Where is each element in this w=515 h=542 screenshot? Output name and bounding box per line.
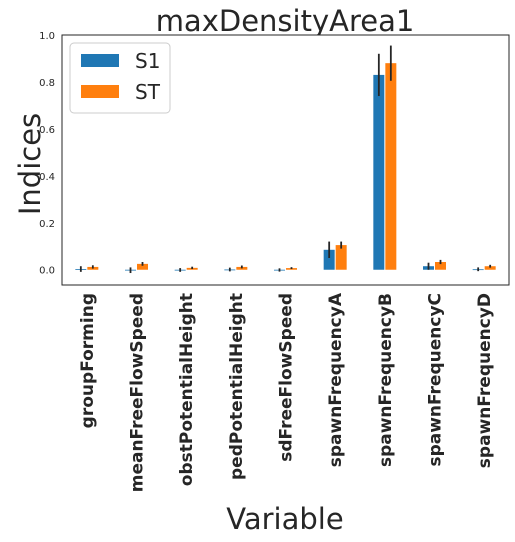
bar-s1-spawnFrequencyA (323, 249, 335, 270)
legend-label-st: ST (135, 80, 161, 104)
chart-title: maxDensityArea1 (156, 4, 415, 38)
y-tick-label: 0.2 (39, 219, 55, 230)
y-axis-ticks: 0.0 0.2 0.4 0.6 0.8 1.0 (39, 31, 55, 277)
x-tick-label-spawnFrequencyC: spawnFrequencyC (426, 293, 446, 467)
bar-st-meanFreeFlowSpeed (137, 263, 148, 270)
bar-s1-spawnFrequencyB (373, 74, 385, 270)
y-tick-label: 0.4 (39, 172, 55, 183)
y-tick-label: 0.0 (39, 266, 55, 277)
x-tick-label-spawnFrequencyB: spawnFrequencyB (376, 293, 396, 467)
x-tick-label-sdFreeFlowSpeed: sdFreeFlowSpeed (277, 293, 297, 462)
y-tick-label: 0.6 (39, 125, 55, 136)
legend: S1 ST (69, 42, 171, 114)
error-bars-group (79, 45, 492, 274)
x-axis-label: Variable (226, 502, 343, 536)
x-tick-label-spawnFrequencyA: spawnFrequencyA (326, 292, 346, 467)
bar-st-spawnFrequencyC (435, 261, 446, 270)
x-tick-label-pedPotentialHeight: pedPotentialHeight (227, 293, 247, 480)
y-tick-label: 0.8 (39, 78, 55, 89)
y-axis-label: Indices (13, 113, 47, 215)
x-tick-label-groupForming: groupForming (78, 293, 98, 428)
y-tick-label: 1.0 (39, 31, 55, 42)
bar-st-spawnFrequencyA (335, 245, 347, 270)
x-tick-label-obstPotentialHeight: obstPotentialHeight (177, 293, 197, 486)
bar-st-spawnFrequencyD (484, 266, 496, 270)
legend-swatch-st (81, 85, 119, 98)
bar-st-spawnFrequencyB (385, 63, 397, 270)
x-tick-label-meanFreeFlowSpeed: meanFreeFlowSpeed (128, 293, 148, 492)
legend-swatch-s1 (81, 54, 119, 67)
legend-label-s1: S1 (135, 49, 160, 73)
x-tick-label-spawnFrequencyD: spawnFrequencyD (475, 293, 495, 468)
x-axis-ticks: groupForming meanFreeFlowSpeed obstPotenti… (78, 292, 495, 492)
